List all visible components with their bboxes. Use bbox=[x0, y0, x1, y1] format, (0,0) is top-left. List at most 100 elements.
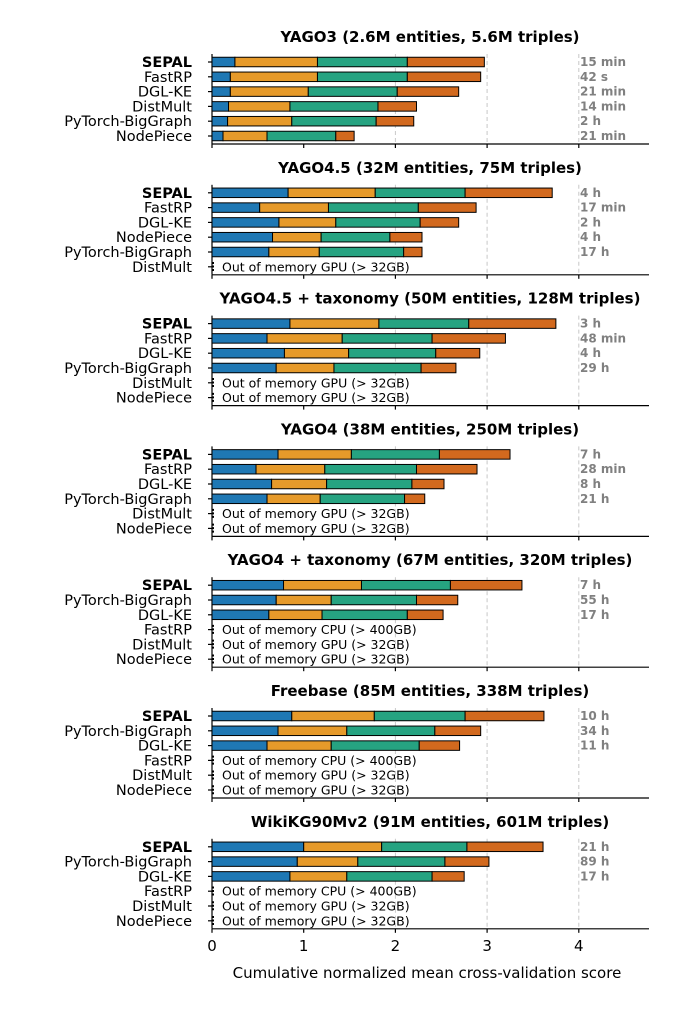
method-label: SEPAL bbox=[142, 840, 192, 856]
method-label: SEPAL bbox=[142, 578, 192, 594]
method-label: DGL-KE bbox=[138, 346, 192, 362]
bar-segment bbox=[227, 115, 293, 127]
bar-segment bbox=[211, 217, 280, 228]
method-label: PyTorch-BigGraph bbox=[64, 724, 192, 740]
bar-segment bbox=[464, 187, 553, 199]
bar-segment bbox=[333, 362, 422, 374]
oom-label: Out of memory GPU (> 32GB) bbox=[222, 783, 410, 798]
bar-segment bbox=[272, 231, 322, 243]
x-tick-label: 0 bbox=[207, 937, 217, 955]
bar-segment bbox=[375, 115, 415, 127]
runtime-label: 7 h bbox=[580, 578, 601, 592]
runtime-label: 11 h bbox=[580, 739, 609, 753]
bar-segment bbox=[406, 71, 482, 83]
bar-segment bbox=[211, 609, 270, 621]
bar-segment bbox=[321, 609, 408, 621]
method-label: DGL-KE bbox=[138, 608, 192, 624]
oom-label: Out of memory CPU (> 400GB) bbox=[222, 622, 417, 637]
oom-label: Out of memory GPU (> 32GB) bbox=[222, 768, 410, 783]
runtime-label: 15 min bbox=[580, 55, 626, 69]
bar-segment bbox=[255, 463, 326, 475]
bar-segment bbox=[431, 333, 506, 344]
oom-label: Out of memory CPU (> 400GB) bbox=[222, 884, 417, 899]
runtime-label: 17 h bbox=[580, 608, 609, 622]
x-tick-label: 2 bbox=[391, 937, 401, 955]
bar-segment bbox=[228, 101, 291, 112]
oom-label: Out of memory GPU (> 32GB) bbox=[222, 899, 410, 914]
panel-title: YAGO4 + taxonomy (67M entities, 320M tri… bbox=[227, 551, 633, 569]
bar-segment bbox=[318, 246, 405, 258]
bar-segment bbox=[211, 463, 257, 475]
method-label: FastRP bbox=[144, 70, 192, 86]
x-tick-label: 3 bbox=[482, 937, 492, 955]
runtime-label: 8 h bbox=[580, 477, 601, 491]
bar-segment bbox=[211, 86, 231, 97]
bar-segment bbox=[289, 101, 379, 112]
method-label: DGL-KE bbox=[138, 869, 192, 885]
bar-segment bbox=[291, 710, 375, 722]
method-label: NodePiece bbox=[116, 230, 192, 246]
bar-segment bbox=[211, 101, 230, 112]
bar-segment bbox=[211, 318, 291, 329]
runtime-label: 34 h bbox=[580, 724, 609, 738]
bar-segment bbox=[420, 362, 457, 374]
method-label: DGL-KE bbox=[138, 477, 192, 493]
method-label: NodePiece bbox=[116, 391, 192, 407]
runtime-label: 17 min bbox=[580, 201, 626, 215]
method-label: SEPAL bbox=[142, 186, 192, 202]
bar-segment bbox=[278, 217, 337, 228]
bar-segment bbox=[277, 725, 348, 737]
bar-segment bbox=[449, 579, 523, 591]
panel-title: YAGO3 (2.6M entities, 5.6M triples) bbox=[279, 28, 579, 46]
bar-segment bbox=[464, 710, 545, 722]
method-label: SEPAL bbox=[142, 55, 192, 71]
bar-segment bbox=[291, 115, 377, 127]
bar-segment bbox=[377, 101, 417, 112]
bar-segment bbox=[268, 609, 323, 621]
runtime-label: 14 min bbox=[580, 99, 626, 113]
bar-segment bbox=[211, 347, 285, 359]
method-label: DistMult bbox=[132, 99, 192, 115]
runtime-label: 21 min bbox=[580, 129, 626, 143]
method-label: FastRP bbox=[144, 462, 192, 478]
bar-segment bbox=[275, 594, 332, 606]
bar-segment bbox=[266, 493, 321, 505]
method-label: NodePiece bbox=[116, 521, 192, 537]
bar-segment bbox=[211, 115, 229, 127]
runtime-label: 55 h bbox=[580, 593, 609, 607]
bar-segment bbox=[275, 362, 335, 374]
bar-segment bbox=[211, 841, 305, 853]
bar-segment bbox=[211, 478, 273, 490]
method-label: DistMult bbox=[132, 376, 192, 392]
method-label: DGL-KE bbox=[138, 85, 192, 101]
method-label: DistMult bbox=[132, 507, 192, 523]
bar-segment bbox=[283, 579, 362, 591]
bar-segment bbox=[283, 347, 350, 359]
bar-segment bbox=[211, 362, 277, 374]
bar-segment bbox=[259, 202, 329, 213]
runtime-label: 21 h bbox=[580, 840, 609, 854]
method-label: FastRP bbox=[144, 201, 192, 217]
bar-segment bbox=[211, 56, 236, 68]
bar-segment bbox=[211, 493, 268, 505]
bar-segment bbox=[389, 231, 423, 243]
runtime-label: 17 h bbox=[580, 869, 609, 883]
bar-segment bbox=[431, 871, 465, 882]
method-label: SEPAL bbox=[142, 447, 192, 463]
bar-segment bbox=[211, 579, 285, 591]
method-label: NodePiece bbox=[116, 129, 192, 145]
bar-segment bbox=[289, 318, 380, 329]
bar-segment bbox=[211, 187, 289, 199]
x-tick-label: 4 bbox=[574, 937, 584, 955]
bar-segment bbox=[211, 130, 224, 142]
runtime-label: 2 h bbox=[580, 114, 601, 128]
bar-segment bbox=[211, 202, 261, 213]
method-label: FastRP bbox=[144, 623, 192, 639]
bar-segment bbox=[211, 246, 270, 258]
bar-segment bbox=[374, 187, 466, 199]
bar-segment bbox=[346, 871, 433, 882]
bar-segment bbox=[350, 449, 440, 460]
method-label: FastRP bbox=[144, 753, 192, 769]
bar-segment bbox=[411, 478, 445, 490]
